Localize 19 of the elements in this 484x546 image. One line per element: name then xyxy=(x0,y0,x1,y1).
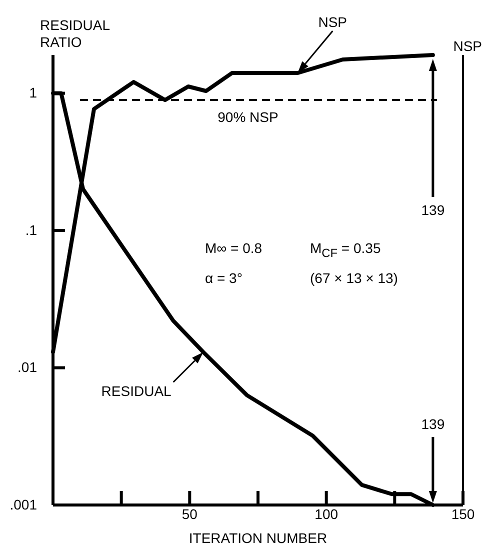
y-axis-title: RESIDUAL RATIO xyxy=(40,17,110,50)
y-tick-label: 1 xyxy=(29,84,38,101)
annotation: 139 xyxy=(421,416,445,432)
y-tick-label: .001 xyxy=(10,496,38,512)
y-tick-label: .01 xyxy=(18,359,38,376)
annotation: (67 × 13 × 13) xyxy=(310,270,398,286)
x-tick-label: 100 xyxy=(314,506,338,522)
ref-line-label: 90% NSP xyxy=(218,109,278,125)
annotation: M$_{CF}$ = 0.35 xyxy=(310,240,381,260)
annotation: α = 3° xyxy=(205,270,242,286)
annotation: 139 xyxy=(421,202,445,218)
annotation: M∞ = 0.8 xyxy=(205,240,262,256)
text: NSP xyxy=(318,14,348,30)
x-axis-title: ITERATION NUMBER xyxy=(188,530,328,546)
x-tick-label: 50 xyxy=(182,506,198,522)
legend-label: RESIDUAL xyxy=(101,383,172,400)
x-tick-label: 150 xyxy=(451,506,475,522)
y-axis-title: NSP xyxy=(453,38,482,54)
y-tick-label: .1 xyxy=(25,222,38,238)
